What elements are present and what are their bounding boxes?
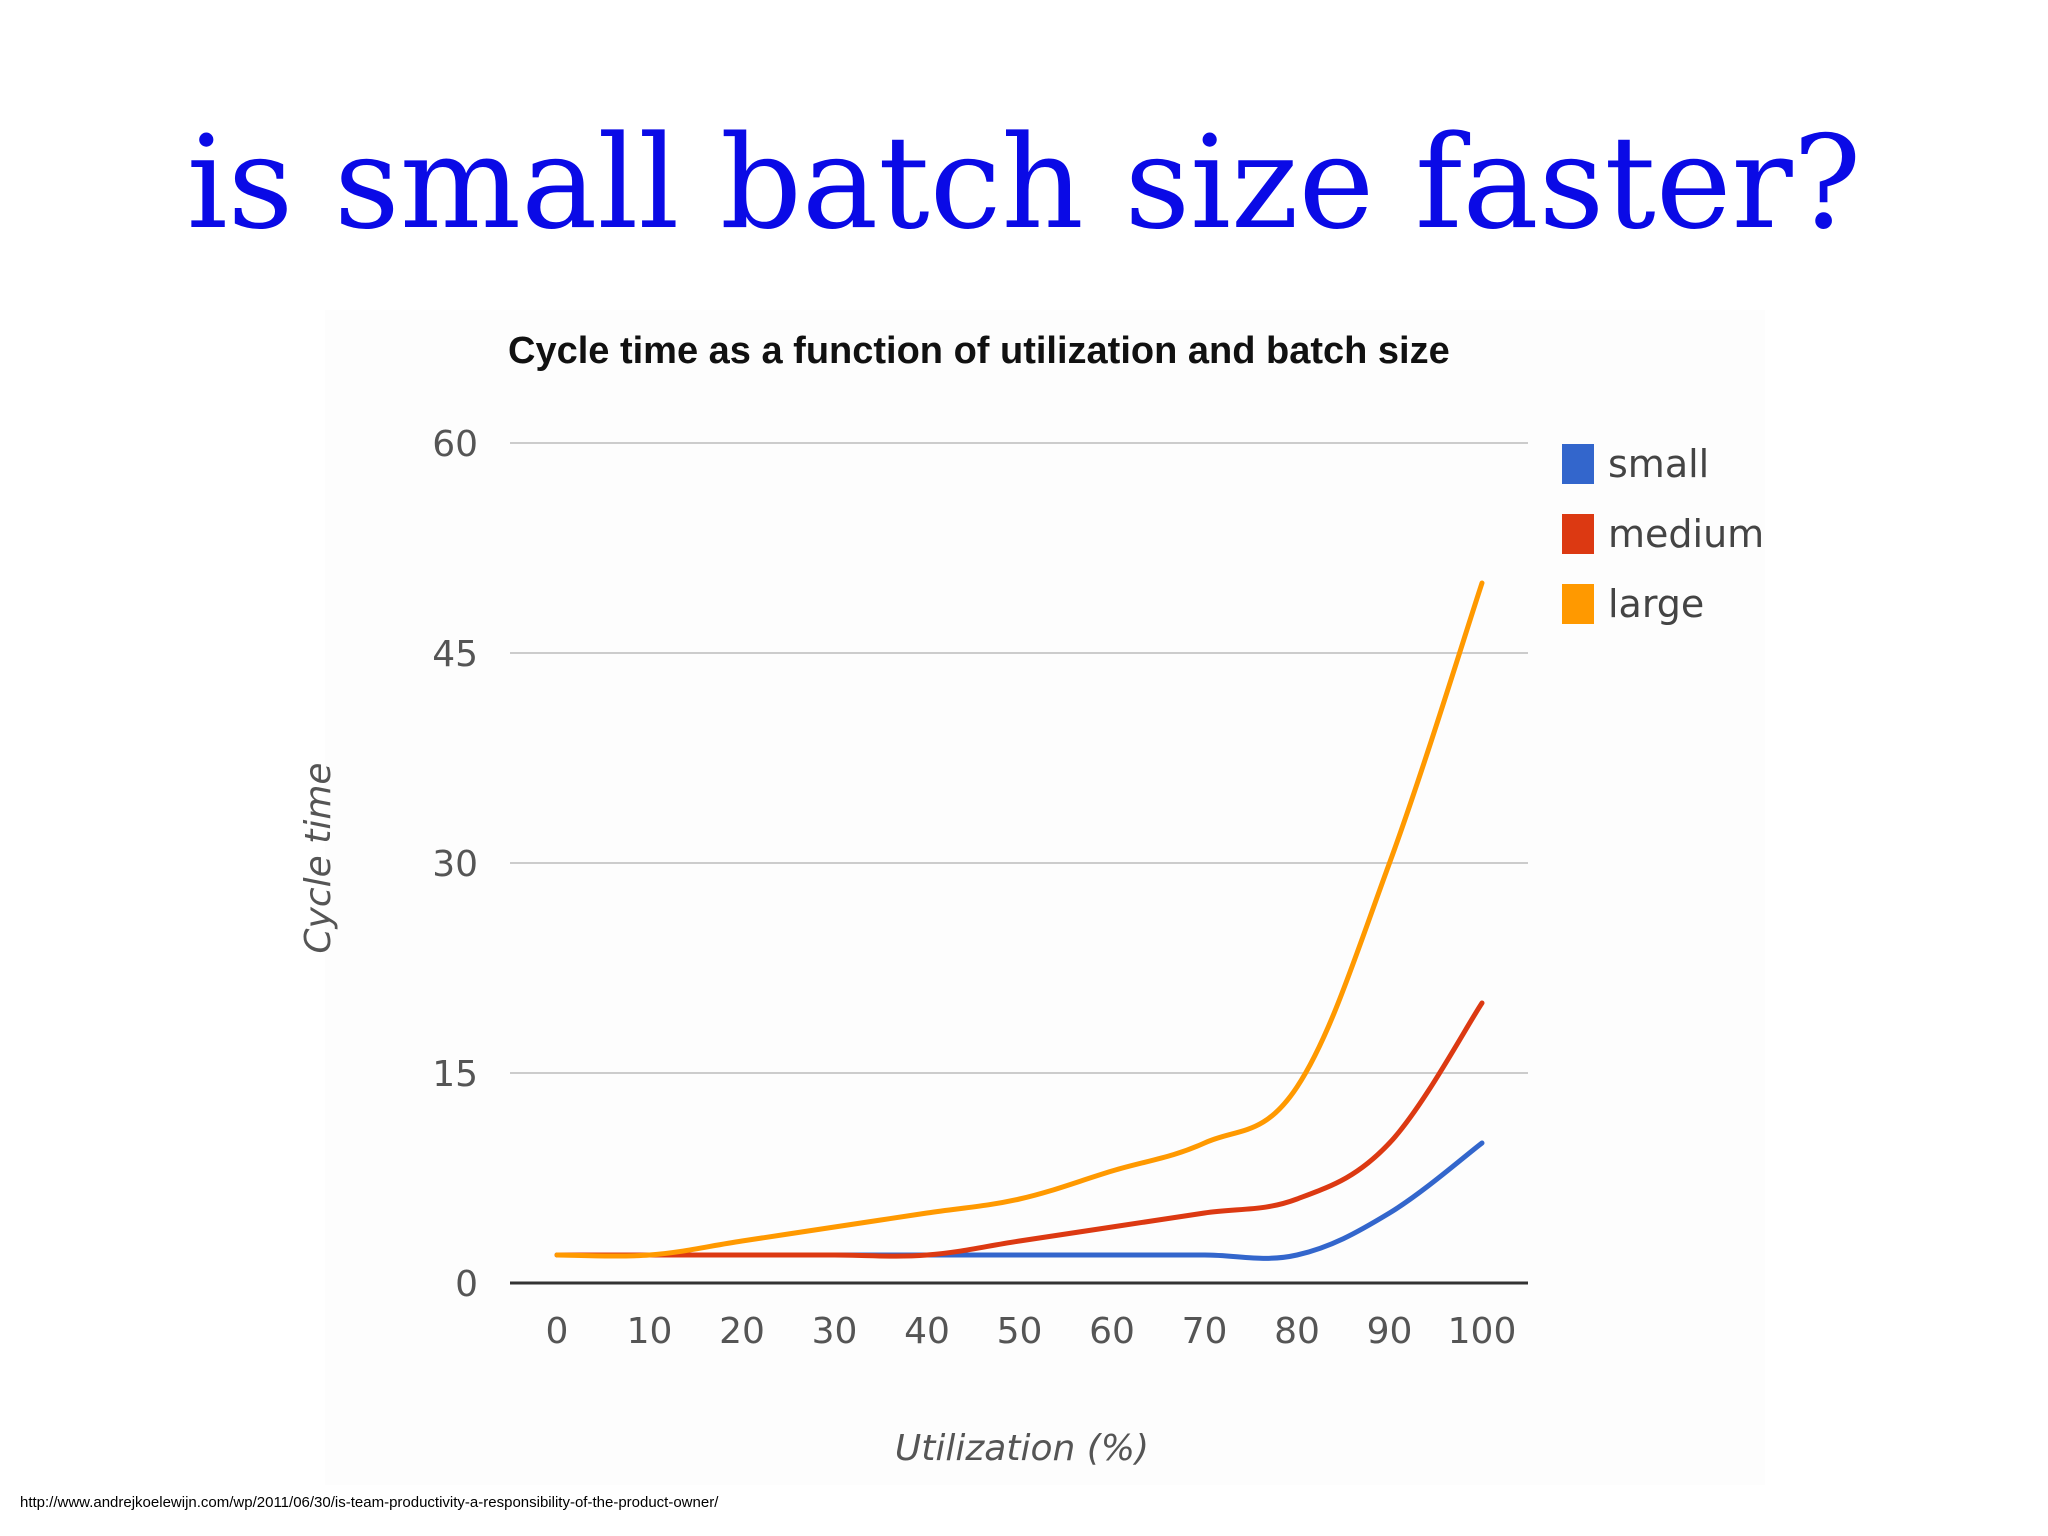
- chart-panel: [325, 310, 1765, 1485]
- x-tick-label: 30: [812, 1311, 858, 1352]
- legend: small medium large: [1562, 442, 1764, 626]
- legend-label-small: small: [1608, 442, 1709, 486]
- legend-label-large: large: [1608, 582, 1704, 626]
- x-axis-label: Utilization (%): [895, 1428, 1149, 1469]
- y-tick-label: 45: [432, 634, 478, 675]
- source-url: http://www.andrejkoelewijn.com/wp/2011/0…: [20, 1494, 719, 1511]
- series-line-medium: [554, 1000, 1485, 1259]
- slide-title: is small batch size faster?: [186, 109, 1862, 258]
- y-tick-label: 0: [455, 1264, 478, 1305]
- x-tick-label: 20: [719, 1311, 765, 1352]
- x-tick-label: 10: [627, 1311, 673, 1352]
- x-tick-label: 70: [1182, 1311, 1228, 1352]
- y-tick-label: 15: [432, 1054, 478, 1095]
- legend-swatch-small: [1562, 444, 1594, 484]
- legend-swatch-large: [1562, 584, 1594, 624]
- legend-swatch-medium: [1562, 514, 1594, 554]
- y-axis-label: Cycle time: [298, 762, 339, 953]
- series-line-large: [554, 580, 1485, 1259]
- y-tick-label: 60: [432, 424, 478, 465]
- x-tick-label: 0: [546, 1311, 569, 1352]
- x-tick-label: 80: [1274, 1311, 1320, 1352]
- legend-label-medium: medium: [1608, 512, 1764, 556]
- y-tick-label: 30: [432, 844, 478, 885]
- x-tick-labels: 0 10 20 30 40 50 60 70 80 90 100: [546, 1311, 1517, 1352]
- gridlines: [510, 442, 1528, 1285]
- x-tick-label: 90: [1367, 1311, 1413, 1352]
- y-tick-labels: 0 15 30 45 60: [432, 424, 478, 1305]
- x-tick-label: 60: [1089, 1311, 1135, 1352]
- x-tick-label: 100: [1448, 1311, 1517, 1352]
- chart-title: Cycle time as a function of utilization …: [508, 330, 1450, 372]
- x-tick-label: 40: [904, 1311, 950, 1352]
- x-tick-label: 50: [997, 1311, 1043, 1352]
- series-lines: [554, 580, 1485, 1261]
